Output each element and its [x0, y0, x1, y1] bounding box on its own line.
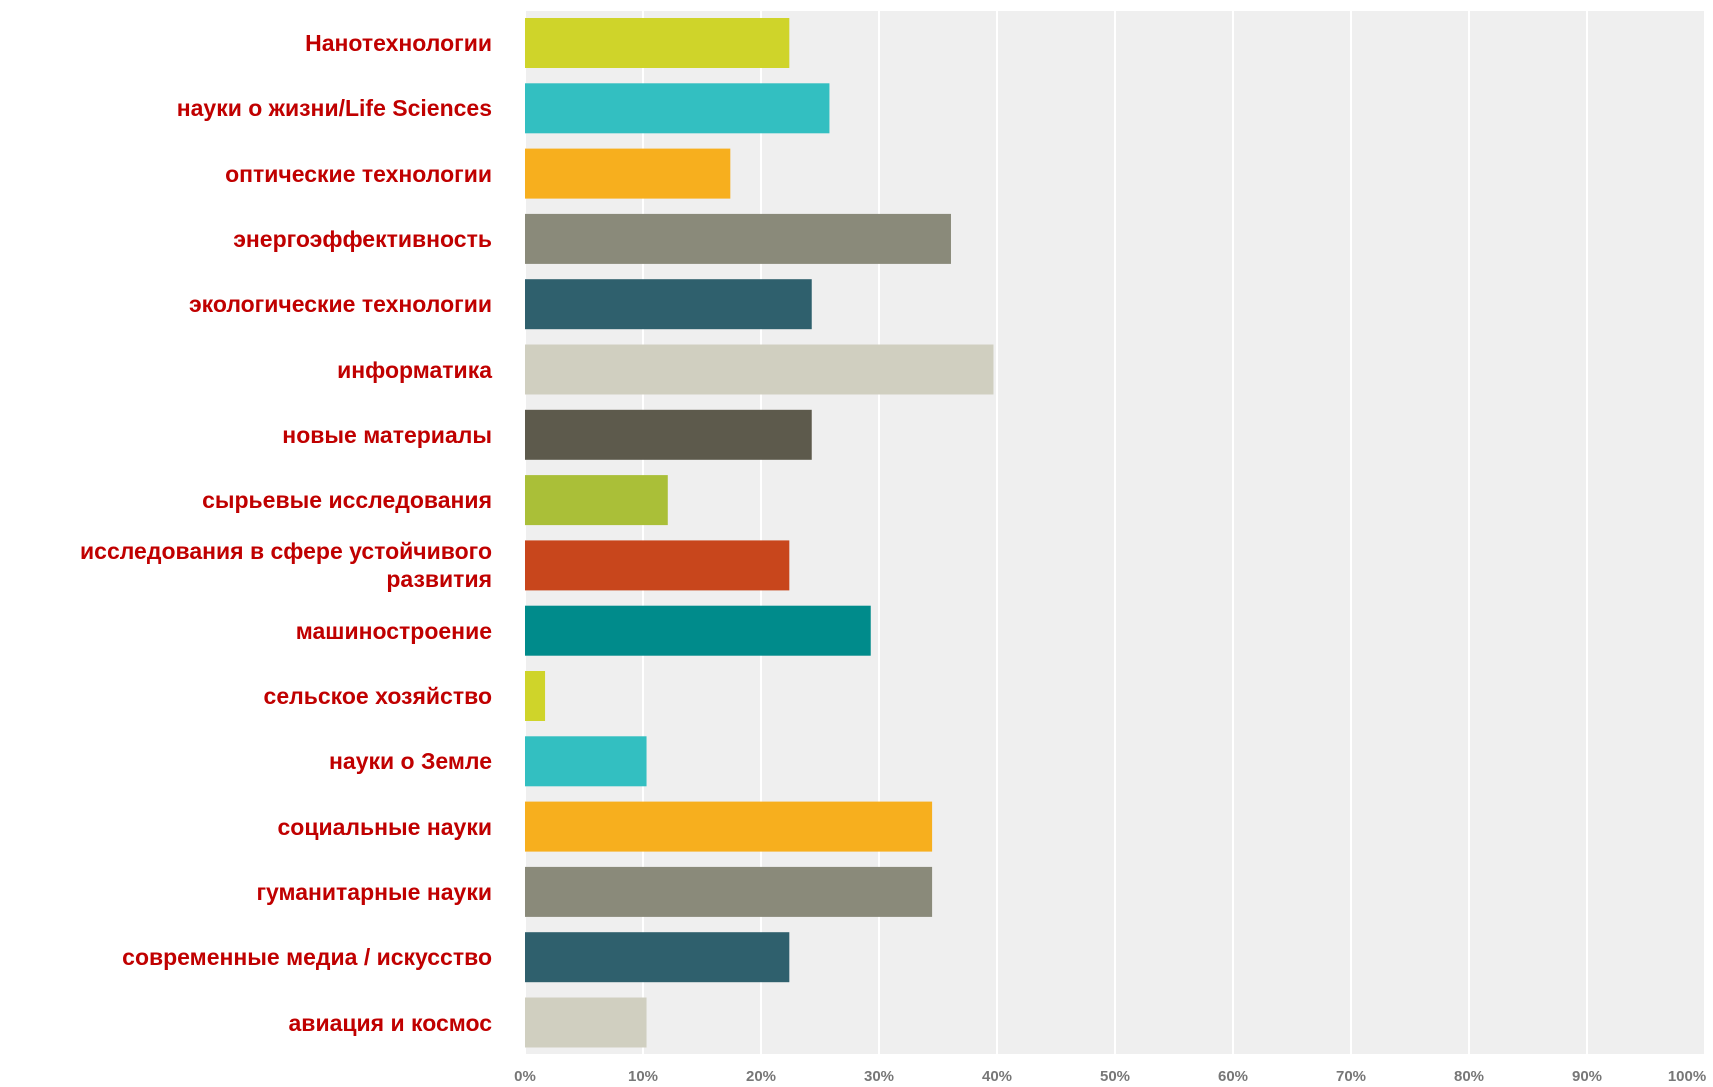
x-tick-label: 20% — [746, 1068, 776, 1085]
bar — [525, 605, 871, 656]
x-tick-label: 60% — [1218, 1068, 1248, 1085]
category-label: сельское хозяйство — [263, 683, 492, 709]
category-label: науки о жизни/Life Sciences — [176, 95, 492, 122]
bar — [525, 540, 790, 591]
bar — [525, 213, 951, 264]
category-label: исследования в сфере устойчивого развити… — [80, 538, 492, 593]
bar — [525, 671, 546, 721]
bar — [525, 997, 647, 1048]
category-label: науки о Земле — [329, 748, 492, 775]
x-tick-label: 40% — [982, 1068, 1012, 1085]
bar — [525, 279, 812, 330]
bar — [525, 83, 830, 134]
bar — [525, 475, 668, 526]
category-label: новые материалы — [282, 421, 492, 448]
category-label: социальные науки — [277, 813, 492, 840]
x-tick-label: 30% — [864, 1068, 894, 1085]
category-label: энергоэффективность — [233, 225, 492, 252]
category-label: оптические технологии — [225, 160, 492, 187]
category-label: авиация и космос — [288, 1009, 492, 1036]
x-tick-label: 50% — [1100, 1068, 1130, 1085]
category-label: экологические технологии — [188, 291, 492, 318]
bar — [525, 801, 933, 852]
category-label: Нанотехнологии — [305, 30, 492, 56]
x-tick-label: 90% — [1572, 1068, 1602, 1085]
category-label: гуманитарные науки — [256, 878, 492, 905]
bar — [525, 736, 647, 787]
category-label: машиностроение — [295, 617, 492, 644]
x-tick-label: 80% — [1454, 1068, 1484, 1085]
bar — [525, 18, 790, 68]
category-label: сырьевые исследования — [202, 487, 492, 514]
x-tick-label: 70% — [1336, 1068, 1366, 1085]
x-tick-label: 0% — [514, 1068, 536, 1085]
bar — [525, 409, 812, 460]
bar — [525, 344, 994, 395]
bar — [525, 932, 790, 983]
x-tick-label: 100% — [1668, 1068, 1706, 1085]
bar — [525, 148, 731, 199]
category-label: современные медиа / искусство — [122, 944, 492, 971]
x-tick-label: 10% — [628, 1068, 658, 1085]
bar — [525, 866, 933, 917]
category-label: информатика — [337, 356, 492, 383]
